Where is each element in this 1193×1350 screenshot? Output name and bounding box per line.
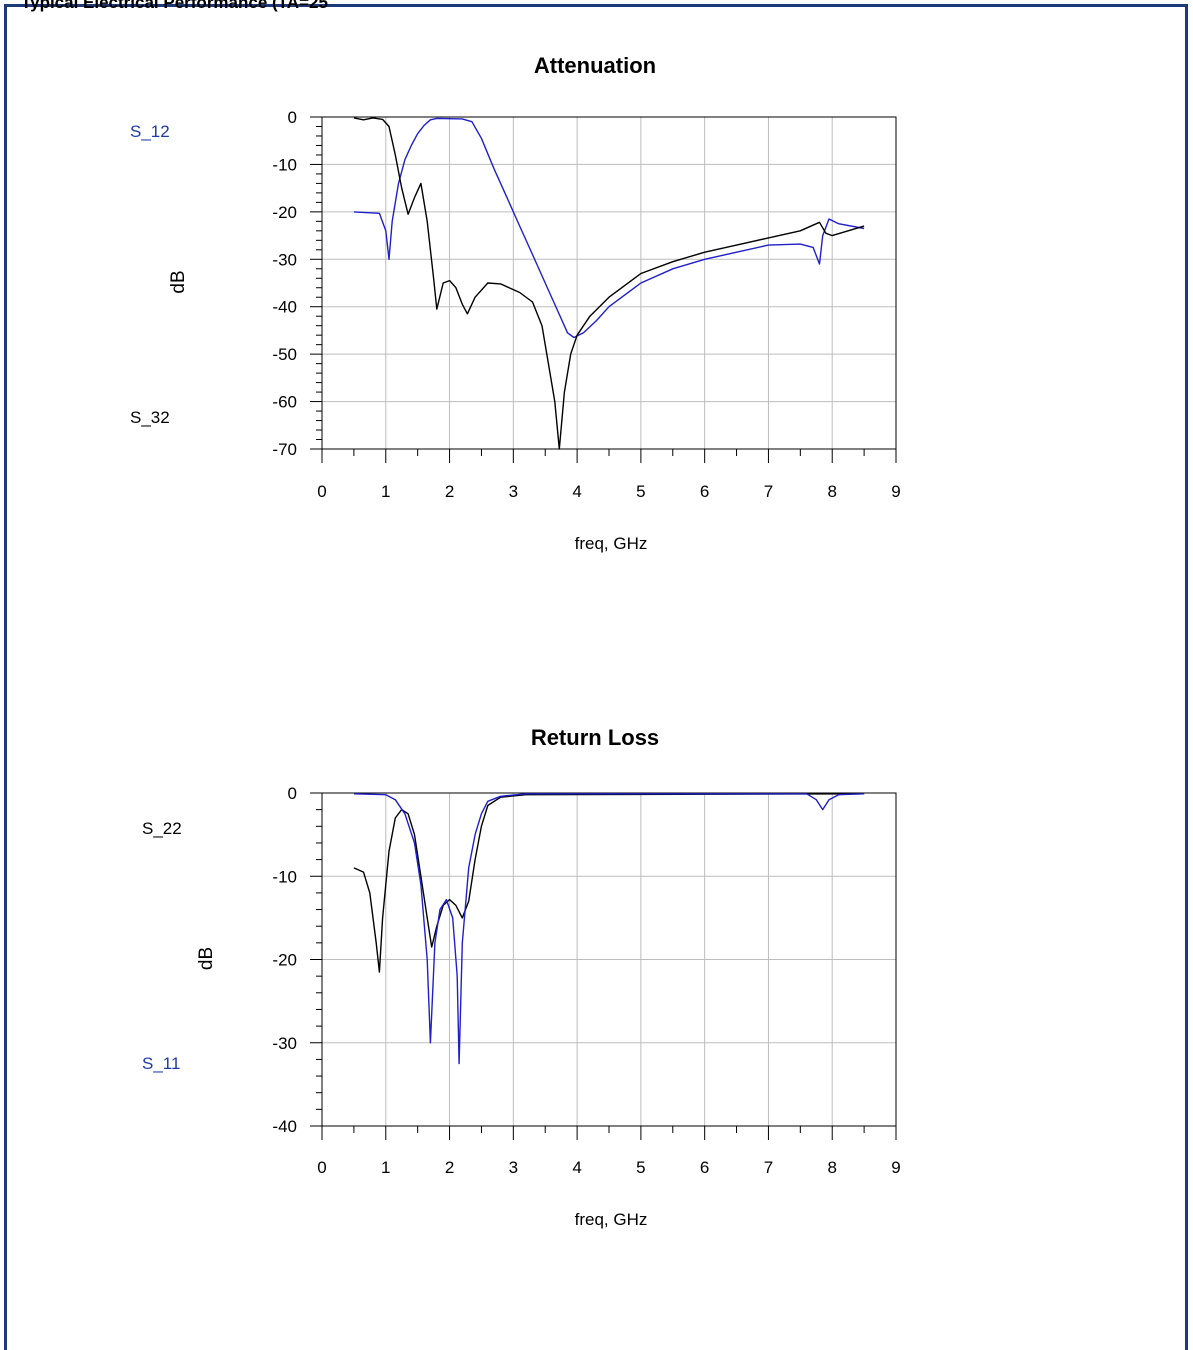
attenuation-x-tick-label: 4 bbox=[572, 482, 581, 501]
attenuation-x-tick-label: 5 bbox=[636, 482, 645, 501]
return-loss-x-tick-label: 8 bbox=[827, 1158, 836, 1177]
return-loss-x-tick-label: 4 bbox=[572, 1158, 581, 1177]
attenuation-y-tick-label: -20 bbox=[272, 203, 297, 222]
return-loss-series-s-11 bbox=[353, 793, 865, 1065]
attenuation-y-tick-label: -10 bbox=[272, 155, 297, 174]
attenuation-plot-frame bbox=[321, 116, 897, 450]
attenuation-legend-s-12: S_12 bbox=[130, 122, 170, 141]
return-loss-legend-s-11: S_11 bbox=[142, 1054, 180, 1073]
attenuation-x-tick-label: 0 bbox=[317, 482, 326, 501]
attenuation-x-tick-label: 9 bbox=[891, 482, 900, 501]
return-loss-x-tick-label: 6 bbox=[700, 1158, 709, 1177]
return-loss-x-tick-label: 0 bbox=[317, 1158, 326, 1177]
attenuation-legend-s-32: S_32 bbox=[130, 408, 170, 427]
attenuation-y-tick-label: -30 bbox=[272, 250, 297, 269]
return-loss-x-tick-label: 5 bbox=[636, 1158, 645, 1177]
page-frame: Typical Electrical Performance (TA=25 bbox=[4, 0, 1188, 1350]
return-loss-x-tick-label: 3 bbox=[509, 1158, 518, 1177]
return-loss-y-tick-label: 0 bbox=[288, 784, 297, 803]
attenuation-x-tick-label: 3 bbox=[509, 482, 518, 501]
attenuation-y-tick-label: -70 bbox=[272, 440, 297, 459]
attenuation-x-tick-label: 1 bbox=[381, 482, 390, 501]
return-loss-series-s-22 bbox=[353, 793, 865, 973]
return-loss-y-tick-label: -20 bbox=[272, 951, 297, 970]
attenuation-title: Attenuation bbox=[534, 53, 656, 78]
return-loss-x-axis-label: freq, GHz bbox=[575, 1210, 648, 1229]
attenuation-y-tick-label: -40 bbox=[272, 298, 297, 317]
page-header: Typical Electrical Performance (TA=25 bbox=[21, 0, 328, 12]
attenuation-x-tick-label: 2 bbox=[445, 482, 454, 501]
return-loss-legend-s-22: S_22 bbox=[142, 819, 182, 838]
attenuation-series-s-32 bbox=[353, 117, 865, 450]
attenuation-y-tick-label: 0 bbox=[288, 108, 297, 127]
attenuation-series-s-12 bbox=[353, 117, 865, 339]
attenuation-x-tick-label: 6 bbox=[700, 482, 709, 501]
return-loss-x-tick-label: 2 bbox=[445, 1158, 454, 1177]
attenuation-y-axis-label: dB bbox=[168, 270, 189, 293]
attenuation-x-axis-label: freq, GHz bbox=[575, 534, 648, 553]
return-loss-y-axis-label: dB bbox=[196, 947, 217, 970]
attenuation-y-tick-label: -50 bbox=[272, 345, 297, 364]
return-loss-title: Return Loss bbox=[531, 725, 659, 750]
return-loss-x-tick-label: 7 bbox=[764, 1158, 773, 1177]
return-loss-y-tick-label: -40 bbox=[272, 1117, 297, 1136]
return-loss-y-tick-label: -10 bbox=[272, 867, 297, 886]
attenuation-y-tick-label: -60 bbox=[272, 393, 297, 412]
attenuation-x-tick-label: 7 bbox=[764, 482, 773, 501]
return-loss-x-tick-label: 9 bbox=[891, 1158, 900, 1177]
return-loss-y-tick-label: -30 bbox=[272, 1034, 297, 1053]
return-loss-x-tick-label: 1 bbox=[381, 1158, 390, 1177]
attenuation-x-tick-label: 8 bbox=[827, 482, 836, 501]
